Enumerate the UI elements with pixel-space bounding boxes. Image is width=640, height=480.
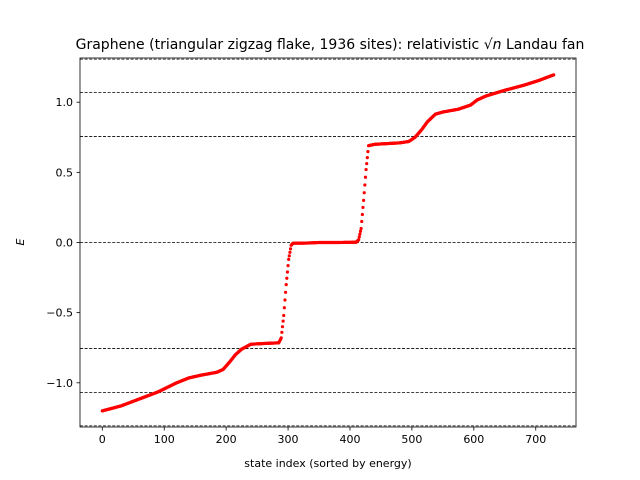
data-point bbox=[362, 198, 366, 203]
data-point bbox=[285, 270, 290, 274]
data-point bbox=[286, 264, 290, 268]
data-point bbox=[363, 183, 367, 187]
data-point bbox=[283, 298, 287, 302]
data-point bbox=[361, 205, 365, 210]
y-tick-label: 0.5 bbox=[56, 166, 74, 179]
x-tick-label: 500 bbox=[401, 433, 422, 446]
data-point bbox=[358, 229, 363, 233]
chart-title-variable: n bbox=[493, 37, 502, 53]
data-point bbox=[366, 150, 370, 154]
data-point bbox=[364, 167, 368, 172]
data-point bbox=[362, 191, 366, 195]
x-tick-label: 400 bbox=[339, 433, 360, 446]
data-point bbox=[363, 175, 368, 179]
data-point bbox=[285, 276, 289, 280]
sqrt-symbol: √ bbox=[484, 37, 493, 53]
x-tick-label: 0 bbox=[99, 433, 106, 446]
data-point bbox=[358, 232, 362, 236]
data-point bbox=[287, 257, 291, 261]
data-point bbox=[287, 254, 291, 258]
data-point bbox=[280, 325, 285, 329]
data-point bbox=[357, 235, 361, 239]
data-series bbox=[100, 73, 556, 413]
chart-title: Graphene (triangular zigzag flake, 1936 … bbox=[76, 37, 585, 53]
y-tick-label: −0.5 bbox=[46, 307, 73, 320]
data-point bbox=[284, 282, 288, 287]
x-tick-label: 100 bbox=[154, 433, 175, 446]
x-tick-label: 600 bbox=[463, 433, 484, 446]
x-axis: 0 100 200 300 400 500 600 700 bbox=[99, 427, 546, 446]
chart-title-prefix: Graphene (triangular zigzag flake, 1936 … bbox=[76, 37, 484, 53]
data-point bbox=[279, 336, 283, 340]
data-point bbox=[282, 313, 286, 318]
data-point bbox=[359, 226, 363, 231]
data-point bbox=[281, 319, 285, 323]
data-point bbox=[288, 250, 292, 254]
y-axis-label: E bbox=[14, 238, 27, 245]
data-point bbox=[357, 238, 361, 242]
y-tick-label: 0.0 bbox=[56, 237, 74, 250]
y-tick-label: −1.0 bbox=[46, 377, 73, 390]
data-point bbox=[360, 212, 364, 217]
data-point bbox=[360, 219, 364, 224]
data-point bbox=[288, 247, 293, 251]
data-point bbox=[365, 161, 369, 166]
x-tick-label: 700 bbox=[525, 433, 546, 446]
data-point bbox=[283, 290, 288, 294]
x-axis-label: state index (sorted by energy) bbox=[244, 457, 411, 470]
data-point bbox=[365, 156, 369, 160]
x-tick-label: 200 bbox=[216, 433, 237, 446]
data-point bbox=[280, 330, 284, 334]
chart-title-suffix: Landau fan bbox=[502, 37, 585, 53]
data-point bbox=[282, 306, 286, 310]
x-tick-label: 300 bbox=[278, 433, 299, 446]
y-axis: −1.0 −0.5 0.0 0.5 1.0 bbox=[46, 96, 80, 390]
y-tick-label: 1.0 bbox=[56, 96, 74, 109]
data-point bbox=[552, 73, 556, 77]
